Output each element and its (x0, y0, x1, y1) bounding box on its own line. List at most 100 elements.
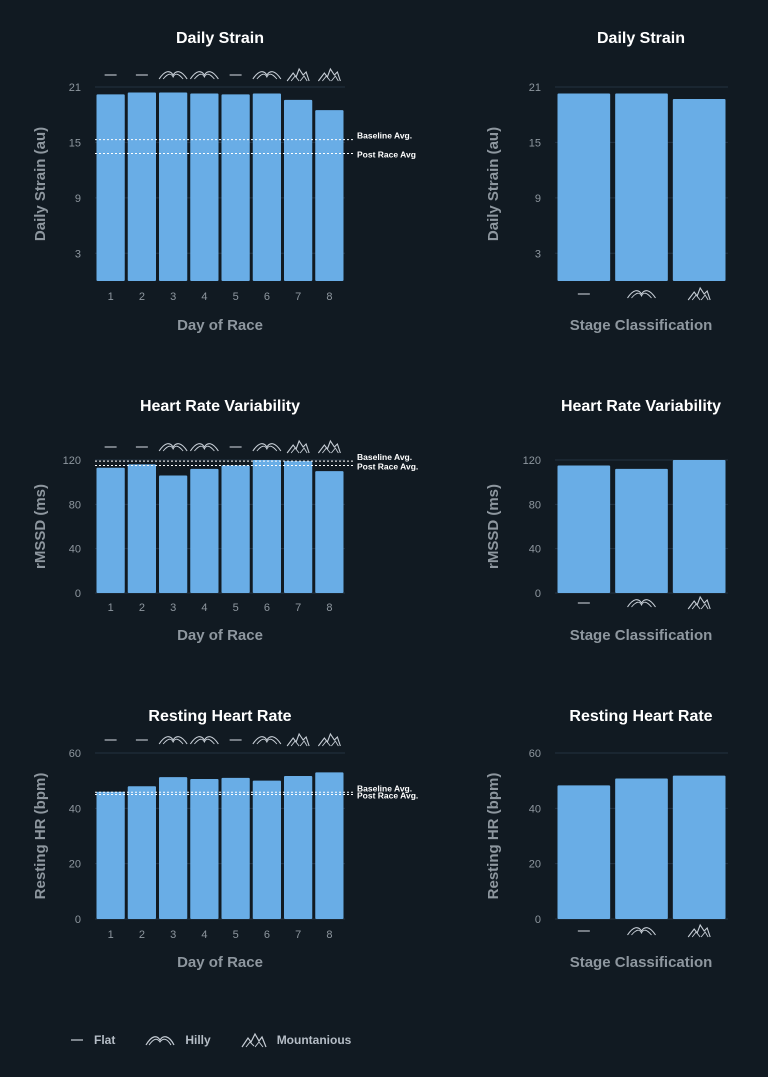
y-tick-label: 21 (529, 82, 541, 94)
bar (96, 467, 125, 593)
hilly-icon-inner (631, 292, 652, 299)
bar (284, 99, 313, 281)
x-axis-label: Stage Classification (570, 627, 713, 644)
x-tick-label: 7 (295, 602, 301, 614)
mountainous-icon (286, 439, 310, 454)
hilly-icon (252, 443, 282, 452)
hilly-icon-outer (189, 443, 219, 452)
mountainous-icon-inner-right (331, 740, 339, 747)
y-axis-label: rMSSD (ms) (32, 484, 49, 569)
hilly-icon (189, 736, 219, 745)
bar (190, 93, 219, 281)
hilly-icon-outer (627, 290, 656, 299)
y-axis-label: rMSSD (ms) (485, 484, 502, 569)
y-tick-label: 0 (535, 588, 541, 600)
mountainous-icon (241, 1032, 267, 1048)
bar (615, 468, 668, 593)
y-tick-label: 20 (69, 859, 81, 871)
mountainous-icon (286, 67, 310, 82)
mountainous-icon-outline (317, 67, 341, 82)
mountainous-icon-outline (687, 286, 711, 301)
x-axis-label: Stage Classification (570, 954, 713, 971)
hilly-icon-inner (194, 445, 215, 452)
hilly-icon-inner (256, 738, 278, 745)
y-tick-label: 9 (75, 193, 81, 205)
x-tick-label: 5 (233, 602, 239, 614)
hilly-icon (158, 736, 188, 745)
mountainous-icon-inner-right (700, 931, 709, 938)
chart-5: Resting Heart Rate 0 20 40 60 1 2 3 4 5 6 7 8 Baselin… (32, 708, 418, 971)
y-tick-label: 40 (529, 544, 541, 556)
mountainous-icon-outline (317, 732, 341, 747)
mountainous-icon (317, 439, 341, 454)
y-tick-label: 60 (69, 748, 81, 760)
x-tick-label: 7 (295, 929, 301, 941)
bar (190, 779, 219, 919)
y-axis-label: Resting HR (bpm) (32, 773, 49, 900)
bar (190, 468, 219, 593)
chart-2: Daily Strain 3 9 15 21 Stage Classification Da… (485, 30, 728, 334)
reference-line-label: Baseline Avg. (357, 783, 412, 793)
x-axis-label: Day of Race (177, 627, 263, 644)
x-tick-label: 4 (201, 602, 207, 614)
hilly-icon-inner (162, 73, 184, 80)
bar (315, 471, 344, 593)
bar (672, 775, 726, 919)
x-tick-label: 3 (170, 602, 176, 614)
bar (252, 780, 281, 919)
x-axis-label: Day of Race (177, 954, 263, 971)
bar (159, 777, 188, 919)
y-tick-label: 80 (69, 499, 81, 511)
y-tick-label: 3 (535, 248, 541, 260)
x-tick-label: 1 (108, 602, 114, 614)
chart-title: Resting Heart Rate (148, 708, 291, 725)
x-tick-label: 8 (326, 929, 332, 941)
hilly-icon (158, 443, 188, 452)
mountainous-icon-outline (687, 923, 711, 938)
mountainous-icon-inner-left (322, 447, 331, 454)
y-tick-label: 0 (75, 588, 81, 600)
bar (252, 93, 281, 281)
bar (315, 110, 344, 281)
hilly-icon (627, 599, 656, 608)
chart-6: Resting Heart Rate 0 20 40 60 Stage Classific… (485, 708, 728, 971)
reference-line-label: Baseline Avg. (357, 131, 412, 141)
hilly-icon-outer (189, 736, 219, 745)
mountainous-icon-inner-left (290, 75, 300, 82)
mountainous-icon-inner-right (299, 447, 308, 454)
x-tick-label: 8 (326, 602, 332, 614)
mountainous-icon-outline (286, 732, 310, 747)
y-tick-label: 0 (535, 914, 541, 926)
y-tick-label: 40 (69, 803, 81, 815)
hilly-icon (158, 71, 188, 80)
legend-mountainous: Mountanious (241, 1032, 351, 1048)
y-tick-label: 60 (529, 748, 541, 760)
bar (159, 475, 188, 593)
hilly-icon-outer (252, 71, 282, 80)
chart-4: Heart Rate Variability 0 40 80 120 Stage Clas… (485, 398, 728, 644)
bar (221, 465, 250, 593)
hilly-icon-outer (252, 736, 282, 745)
hilly-icon (145, 1036, 175, 1046)
mountainous-icon (286, 732, 310, 747)
legend-flat: Flat (70, 1033, 115, 1047)
x-axis-label: Day of Race (177, 317, 263, 334)
y-tick-label: 3 (75, 248, 81, 260)
mountainous-icon-inner-left (322, 75, 331, 82)
stage-legend: Flat Hilly Mountanious (70, 1030, 351, 1050)
mountainous-icon (687, 595, 711, 610)
x-tick-label: 2 (139, 291, 145, 303)
hilly-icon-inner (631, 601, 652, 608)
bar (96, 791, 125, 919)
hilly-icon (252, 736, 282, 745)
y-tick-label: 15 (529, 137, 541, 149)
reference-line-label: Post Race Avg (357, 150, 416, 160)
bar (252, 460, 281, 593)
hilly-icon-inner (194, 73, 215, 80)
bar (615, 93, 668, 281)
x-tick-label: 5 (233, 291, 239, 303)
x-tick-label: 7 (295, 291, 301, 303)
bar (96, 94, 125, 281)
